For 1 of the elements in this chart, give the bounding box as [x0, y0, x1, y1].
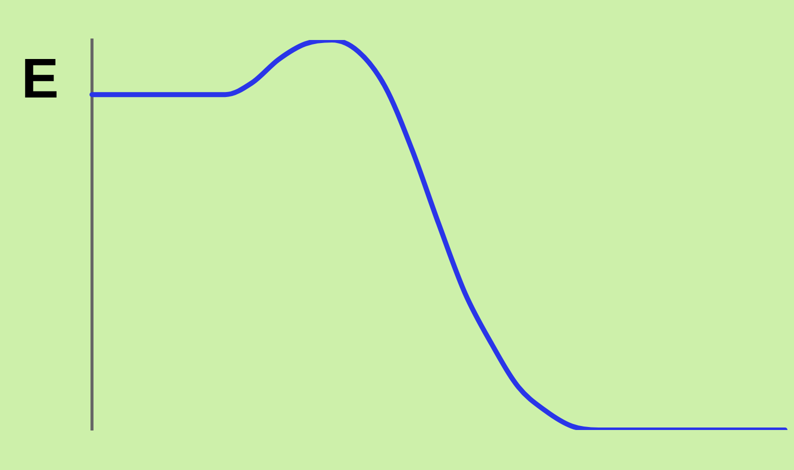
- y-axis-title: E: [21, 46, 59, 110]
